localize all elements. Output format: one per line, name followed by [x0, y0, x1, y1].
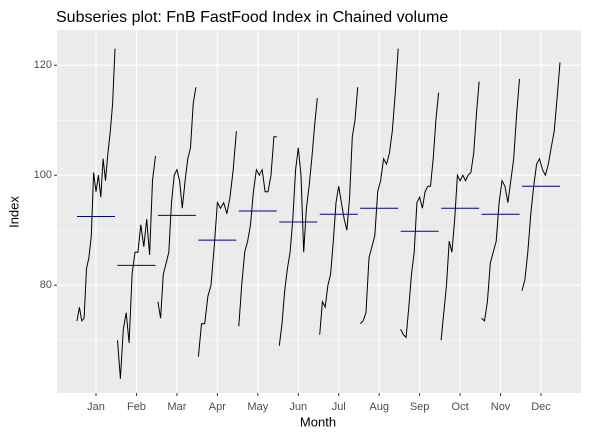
subseries-line	[319, 87, 359, 335]
subseries-line	[440, 81, 480, 341]
y-axis-title: Index	[6, 196, 21, 228]
chart-title: Subseries plot: FnB FastFood Index in Ch…	[56, 9, 448, 26]
subseries-line	[400, 92, 440, 339]
x-tick-label: Dec	[531, 401, 551, 413]
x-tick-label: Jul	[332, 401, 346, 413]
x-tick-label: Jan	[87, 401, 105, 413]
subseries-line	[117, 155, 156, 379]
x-tick-label: Apr	[209, 401, 226, 413]
subseries-line	[197, 131, 237, 357]
subseries-line	[76, 48, 116, 323]
x-tick-label: Sep	[410, 401, 430, 413]
x-tick-label: Oct	[452, 401, 469, 413]
subseries-line	[278, 98, 318, 346]
subseries-line	[481, 78, 520, 322]
subseries-line	[157, 87, 197, 319]
x-tick-label: Nov	[491, 401, 511, 413]
x-tick-label: Mar	[167, 401, 186, 413]
subseries-line	[238, 136, 277, 327]
x-axis-title: Month	[300, 414, 336, 429]
x-tick-label: Aug	[369, 401, 389, 413]
x-tick-label: Jun	[289, 401, 307, 413]
x-tick-label: May	[247, 401, 268, 413]
y-tick-label: 80	[40, 279, 52, 291]
panel	[57, 30, 581, 393]
y-tick-label: 120	[34, 59, 52, 71]
subseries-line	[521, 62, 561, 291]
y-tick-label: 100	[34, 169, 52, 181]
subseries-line	[359, 48, 399, 325]
x-tick-label: Feb	[127, 401, 146, 413]
